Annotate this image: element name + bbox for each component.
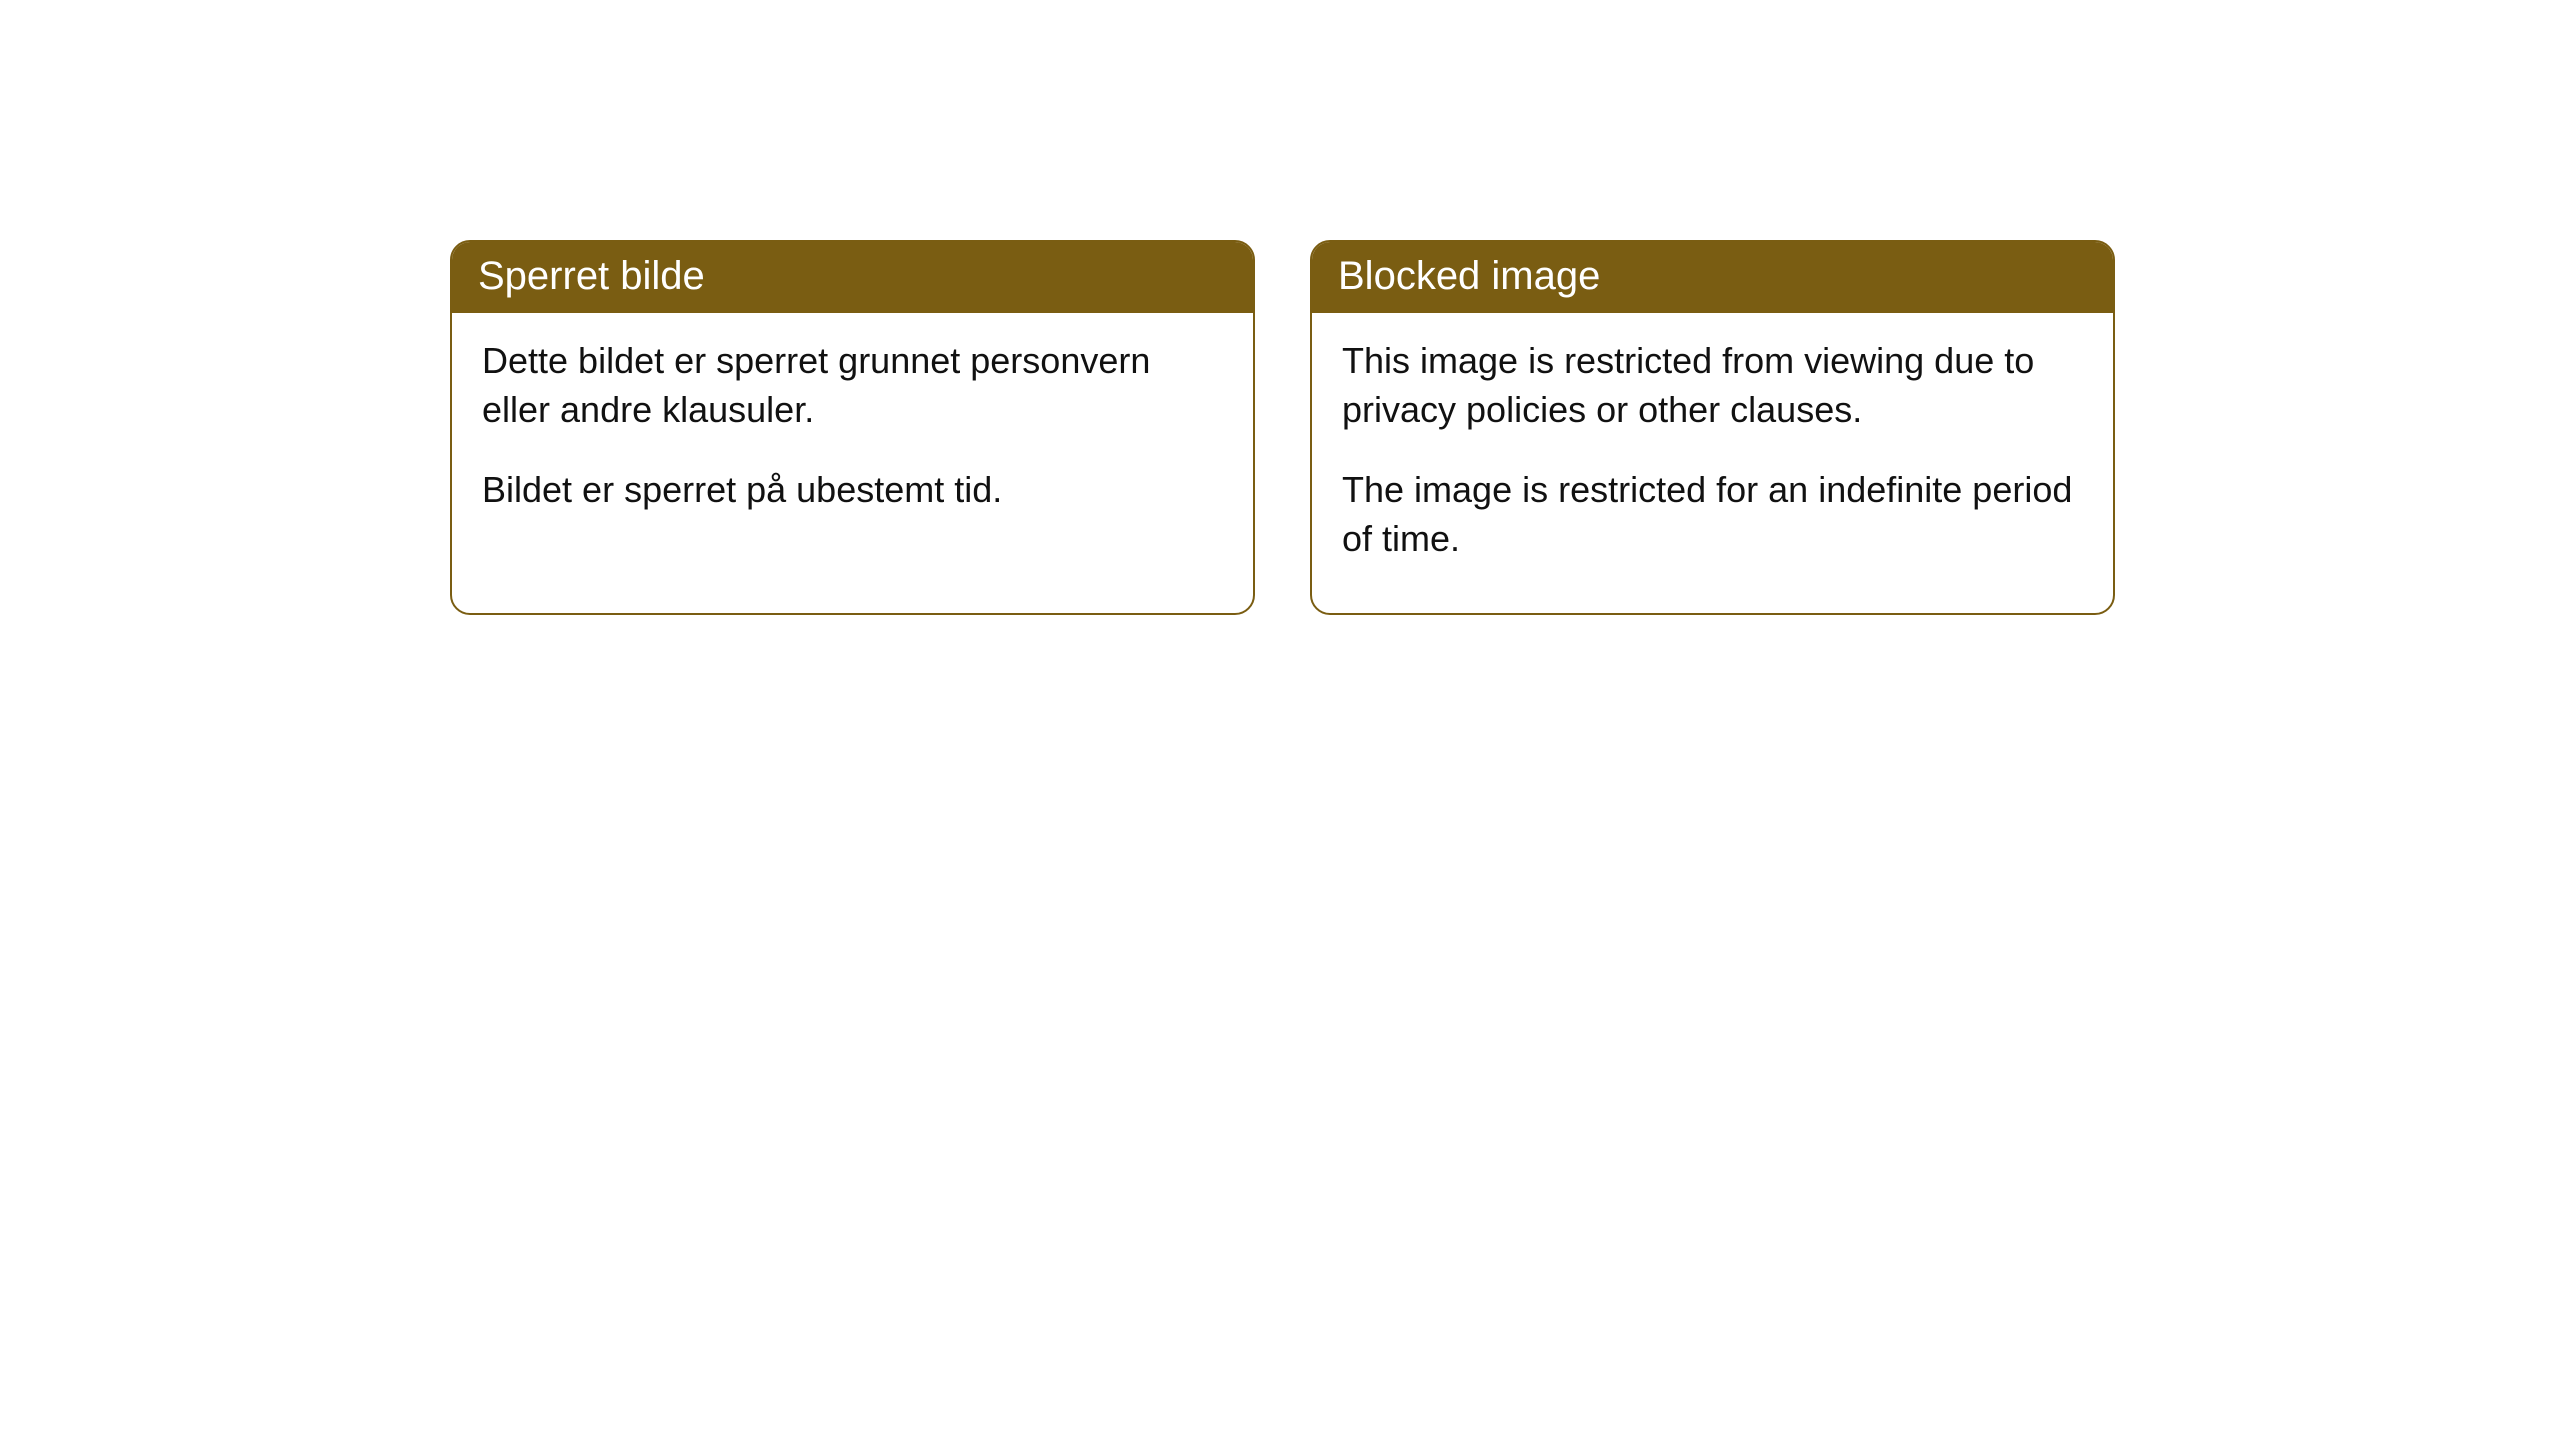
card-body-en: This image is restricted from viewing du… — [1312, 313, 2113, 613]
cards-row: Sperret bilde Dette bildet er sperret gr… — [450, 240, 2560, 615]
card-text-no-2: Bildet er sperret på ubestemt tid. — [482, 466, 1223, 515]
blocked-image-card-en: Blocked image This image is restricted f… — [1310, 240, 2115, 615]
card-text-no-1: Dette bildet er sperret grunnet personve… — [482, 337, 1223, 434]
card-header-no: Sperret bilde — [452, 242, 1253, 313]
card-body-no: Dette bildet er sperret grunnet personve… — [452, 313, 1253, 565]
blocked-image-card-no: Sperret bilde Dette bildet er sperret gr… — [450, 240, 1255, 615]
card-text-en-2: The image is restricted for an indefinit… — [1342, 466, 2083, 563]
card-header-en: Blocked image — [1312, 242, 2113, 313]
card-text-en-1: This image is restricted from viewing du… — [1342, 337, 2083, 434]
